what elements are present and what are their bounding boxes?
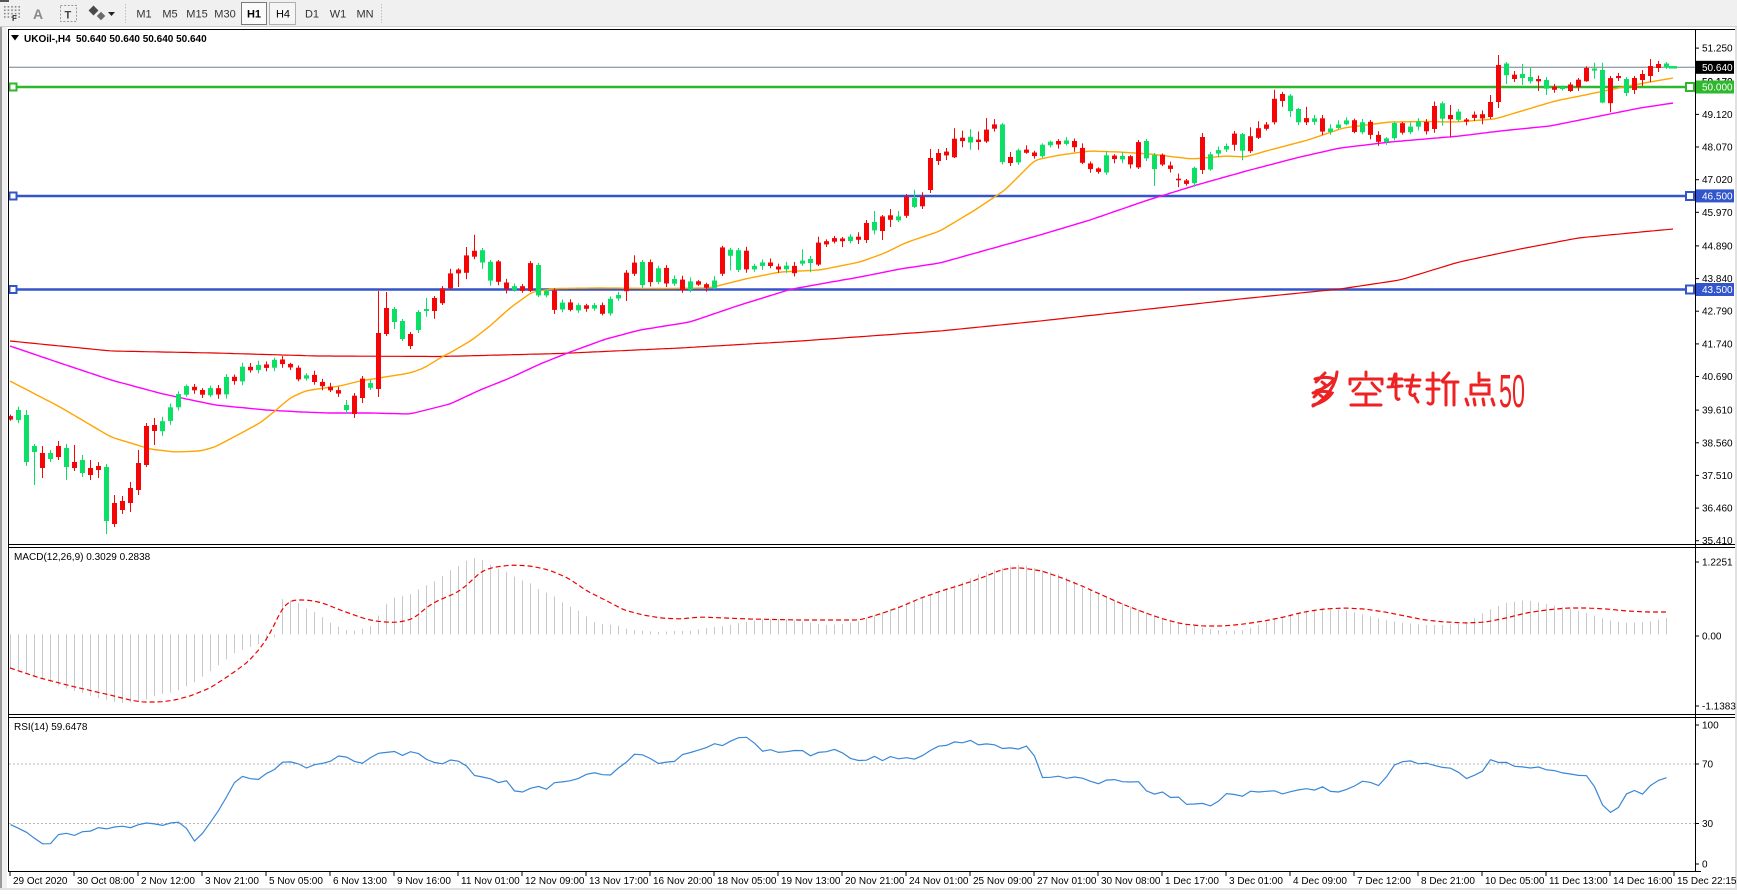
svg-text:42.790: 42.790 [1702, 307, 1733, 318]
svg-text:1.2251: 1.2251 [1702, 558, 1733, 569]
svg-text:D1: D1 [305, 9, 319, 21]
svg-text:50.000: 50.000 [1702, 83, 1733, 94]
svg-text:37.510: 37.510 [1702, 471, 1733, 482]
svg-text:30 Oct 08:00: 30 Oct 08:00 [77, 876, 135, 887]
svg-text:3 Dec 01:00: 3 Dec 01:00 [1229, 876, 1283, 887]
svg-text:27 Nov 01:00: 27 Nov 01:00 [1037, 876, 1097, 887]
svg-text:19 Nov 13:00: 19 Nov 13:00 [781, 876, 841, 887]
svg-text:11 Dec 13:00: 11 Dec 13:00 [1549, 876, 1608, 887]
svg-text:10 Dec 05:00: 10 Dec 05:00 [1485, 876, 1545, 887]
svg-text:7 Dec 12:00: 7 Dec 12:00 [1357, 876, 1411, 887]
svg-text:14 Dec 16:00: 14 Dec 16:00 [1613, 876, 1673, 887]
svg-text:18 Nov 05:00: 18 Nov 05:00 [717, 876, 777, 887]
svg-text:40.690: 40.690 [1702, 372, 1733, 383]
svg-text:43.500: 43.500 [1702, 285, 1733, 296]
svg-text:16 Nov 20:00: 16 Nov 20:00 [653, 876, 713, 887]
svg-text:44.890: 44.890 [1702, 241, 1733, 252]
svg-text:20 Nov 21:00: 20 Nov 21:00 [845, 876, 905, 887]
svg-text:T: T [65, 10, 72, 22]
svg-text:30: 30 [1702, 819, 1714, 830]
svg-text:0: 0 [1702, 860, 1708, 871]
svg-text:M1: M1 [136, 9, 151, 21]
svg-text:35.410: 35.410 [1702, 536, 1733, 547]
svg-text:A: A [33, 6, 43, 22]
svg-text:F: F [12, 14, 17, 23]
svg-text:5 Nov 05:00: 5 Nov 05:00 [269, 876, 323, 887]
svg-text:0.00: 0.00 [1702, 632, 1722, 643]
svg-text:47.020: 47.020 [1702, 175, 1733, 186]
svg-text:43.840: 43.840 [1702, 274, 1733, 285]
svg-text:4 Dec 09:00: 4 Dec 09:00 [1293, 876, 1347, 887]
svg-text:W1: W1 [330, 9, 347, 21]
svg-text:50: 50 [1499, 365, 1525, 417]
svg-text:51.250: 51.250 [1702, 44, 1733, 55]
svg-text:49.120: 49.120 [1702, 110, 1733, 121]
svg-text:39.610: 39.610 [1702, 406, 1733, 417]
svg-text:12 Nov 09:00: 12 Nov 09:00 [525, 876, 585, 887]
svg-text:46.500: 46.500 [1702, 191, 1733, 202]
svg-text:24 Nov 01:00: 24 Nov 01:00 [909, 876, 969, 887]
svg-text:M5: M5 [162, 9, 177, 21]
svg-text:41.740: 41.740 [1702, 339, 1733, 350]
svg-text:45.970: 45.970 [1702, 208, 1733, 219]
svg-text:RSI(14) 59.6478: RSI(14) 59.6478 [14, 722, 88, 733]
svg-text:100: 100 [1702, 721, 1719, 732]
svg-text:48.070: 48.070 [1702, 143, 1733, 154]
svg-text:70: 70 [1702, 760, 1714, 771]
svg-text:MN: MN [356, 9, 373, 21]
svg-text:38.560: 38.560 [1702, 438, 1733, 449]
svg-text:H4: H4 [276, 9, 290, 21]
svg-text:2 Nov 12:00: 2 Nov 12:00 [141, 876, 195, 887]
svg-text:M15: M15 [186, 9, 207, 21]
svg-text:30 Nov 08:00: 30 Nov 08:00 [1101, 876, 1161, 887]
svg-text:MACD(12,26,9) 0.3029 0.2838: MACD(12,26,9) 0.3029 0.2838 [14, 552, 151, 563]
svg-text:13 Nov 17:00: 13 Nov 17:00 [589, 876, 649, 887]
svg-text:9 Nov 16:00: 9 Nov 16:00 [397, 876, 451, 887]
svg-text:3 Nov 21:00: 3 Nov 21:00 [205, 876, 259, 887]
svg-text:25 Nov 09:00: 25 Nov 09:00 [973, 876, 1033, 887]
svg-text:8 Dec 21:00: 8 Dec 21:00 [1421, 876, 1475, 887]
svg-text:1 Dec 17:00: 1 Dec 17:00 [1165, 876, 1219, 887]
svg-text:6 Nov 13:00: 6 Nov 13:00 [333, 876, 387, 887]
svg-text:36.460: 36.460 [1702, 504, 1733, 515]
svg-text:UKOil-,H4: UKOil-,H4 [24, 34, 71, 45]
svg-text:M30: M30 [214, 9, 235, 21]
svg-text:-1.1383: -1.1383 [1702, 702, 1736, 713]
svg-text:15 Dec 22:15: 15 Dec 22:15 [1677, 876, 1737, 887]
svg-text:H1: H1 [247, 9, 261, 21]
svg-text:29 Oct 2020: 29 Oct 2020 [13, 876, 68, 887]
svg-text:50.640 50.640 50.640 50.640: 50.640 50.640 50.640 50.640 [76, 34, 207, 45]
svg-text:11 Nov 01:00: 11 Nov 01:00 [461, 876, 520, 887]
svg-text:50.640: 50.640 [1702, 63, 1733, 74]
